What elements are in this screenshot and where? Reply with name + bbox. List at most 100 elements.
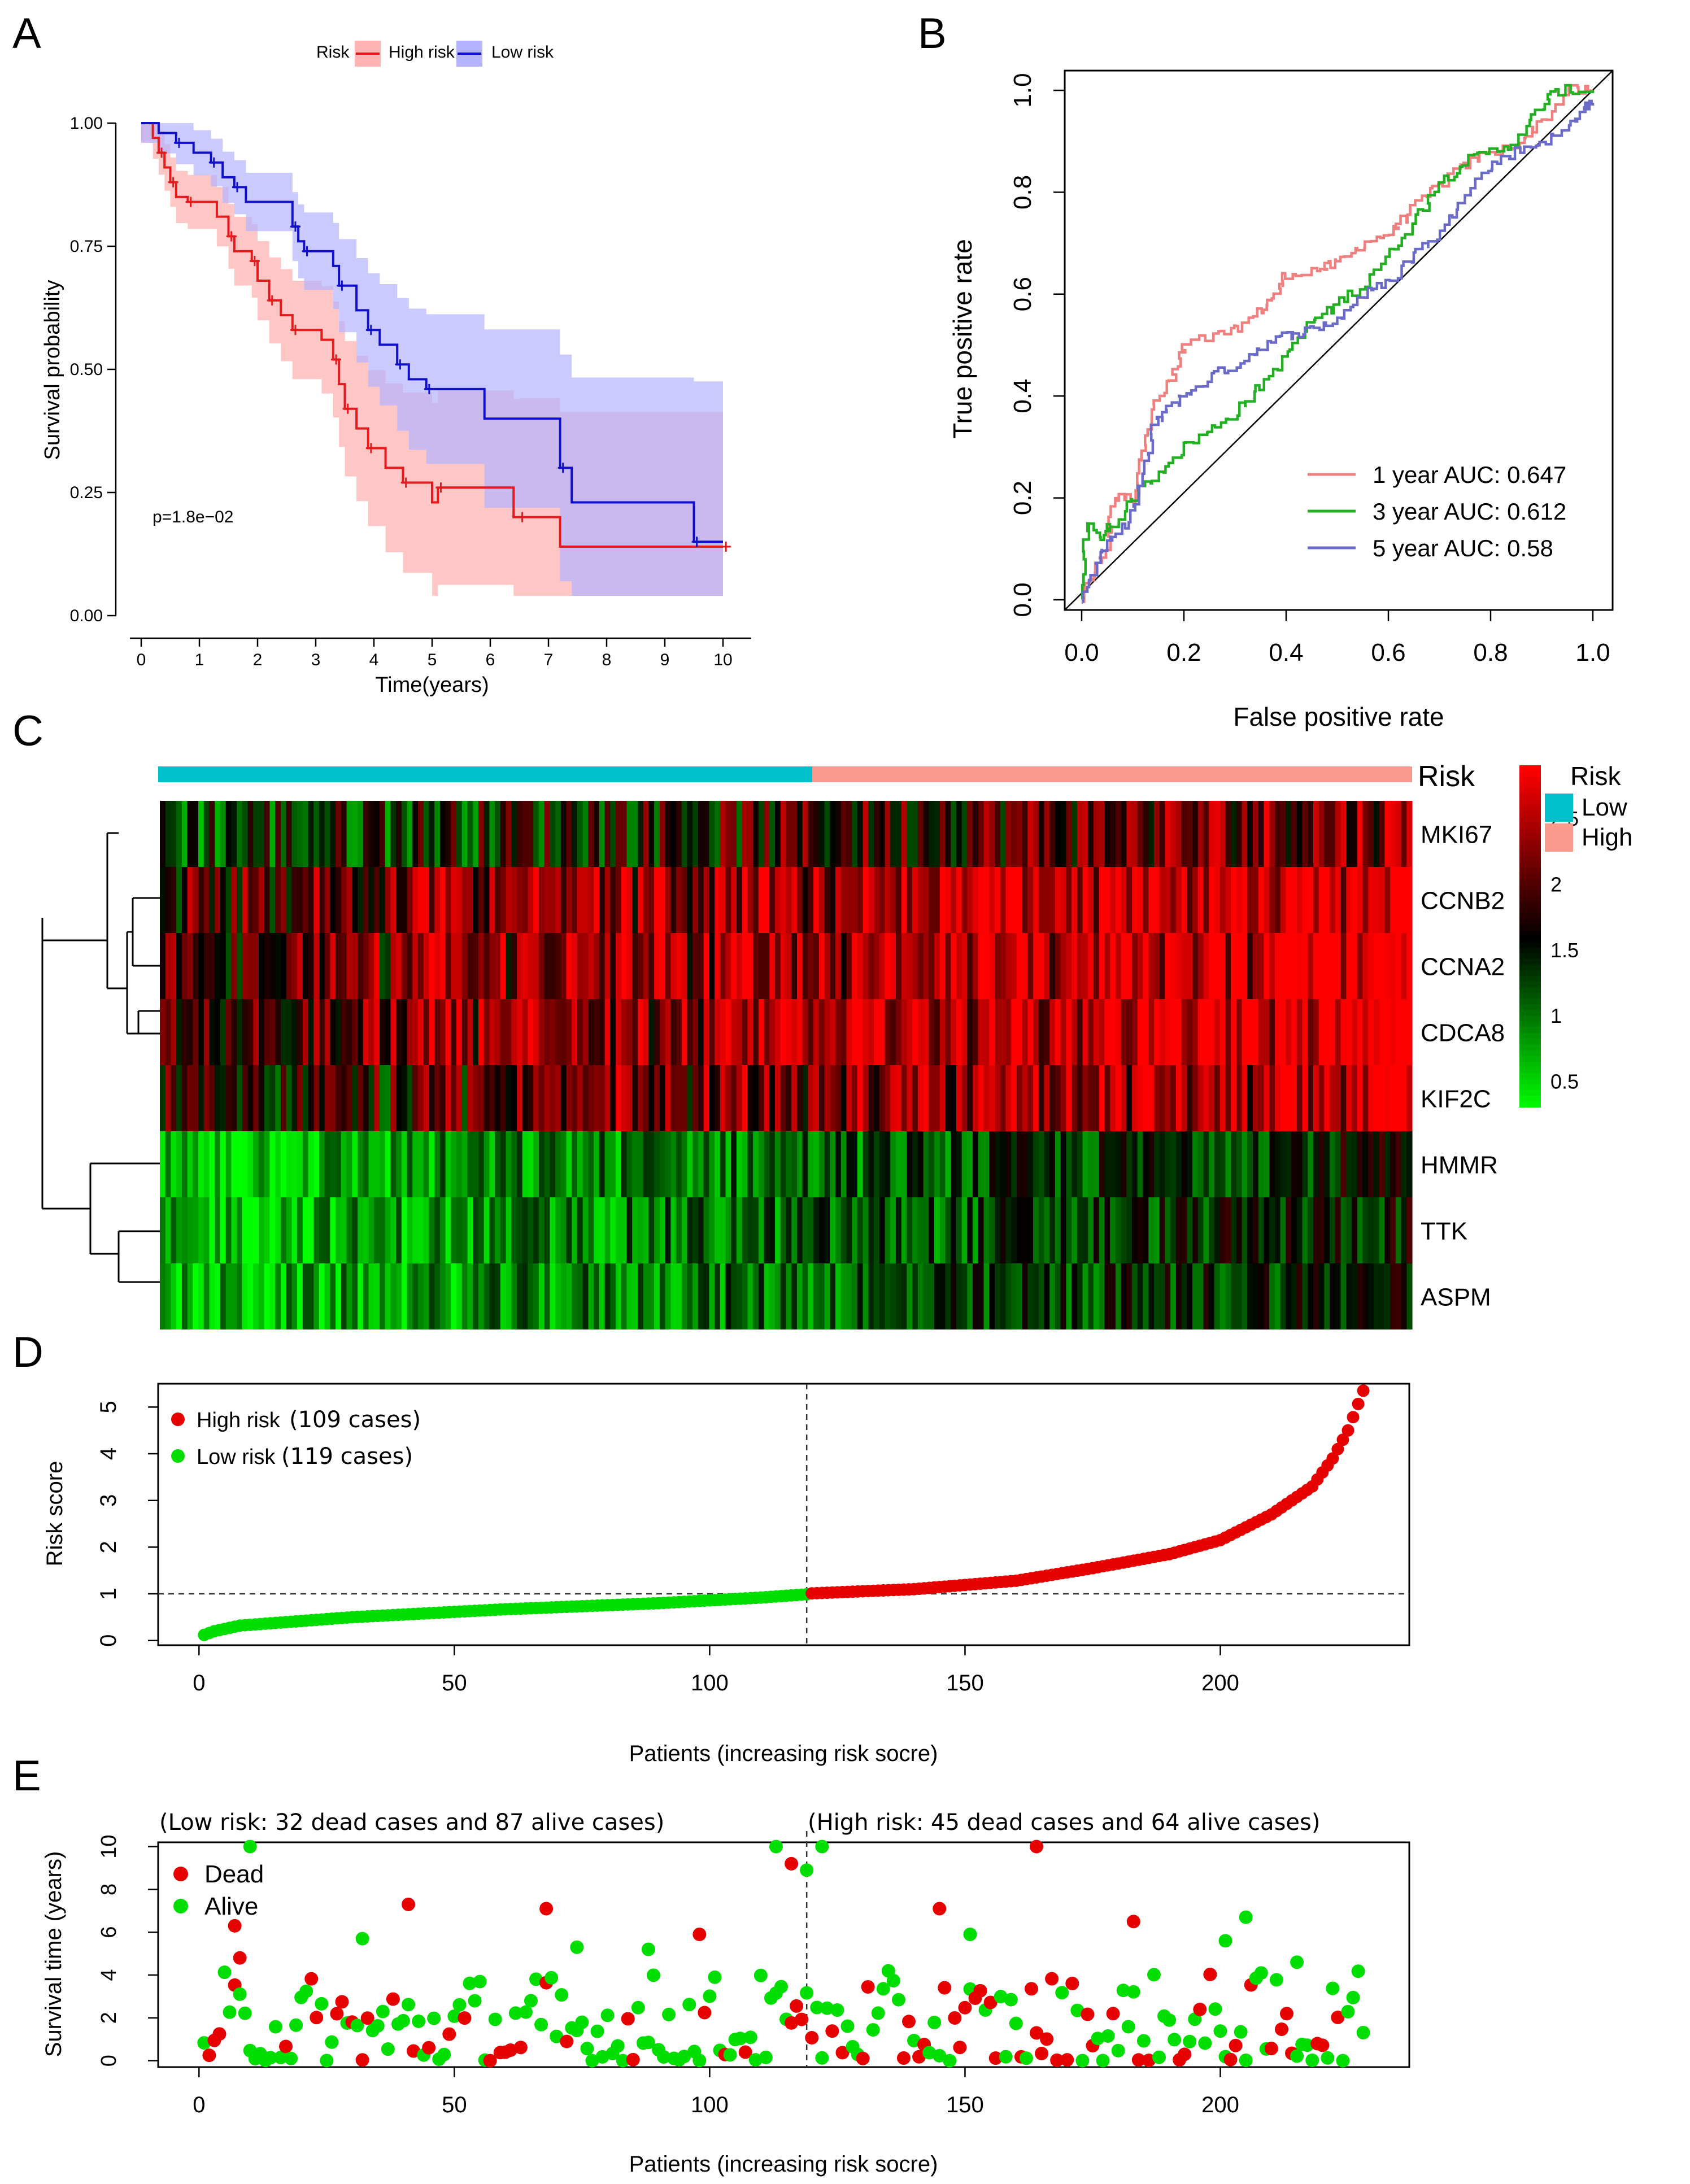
heatmap-cell: [692, 1263, 699, 1329]
heatmap-cell: [1406, 801, 1413, 867]
heatmap-cell: [796, 1065, 803, 1131]
heatmap-cell: [786, 1197, 792, 1263]
heatmap-cell: [445, 999, 451, 1065]
heatmap-cell: [324, 867, 331, 933]
heatmap-cell: [912, 1131, 918, 1197]
km-x-tick-label: 10: [713, 651, 732, 669]
heatmap-cell: [1335, 1065, 1341, 1131]
heatmap-cell: [176, 999, 182, 1065]
risk-point-high: [1347, 1411, 1360, 1424]
heatmap-cell: [890, 999, 896, 1065]
heatmap-cell: [742, 1065, 748, 1131]
heatmap-cell: [1269, 867, 1275, 933]
survival-point-alive: [1147, 1968, 1161, 1982]
heatmap-cell: [264, 1065, 271, 1131]
km-censor-mark: [342, 403, 353, 414]
colorbar-step: [1519, 822, 1541, 829]
heatmap-cell: [1170, 933, 1177, 999]
heatmap-cell: [846, 1197, 852, 1263]
heatmap-cell: [637, 1197, 644, 1263]
heatmap-cell: [1280, 867, 1286, 933]
heatmap-cell: [368, 801, 374, 867]
heatmap-cell: [1170, 1131, 1177, 1197]
heatmap-cell: [588, 1065, 594, 1131]
survival-point-alive: [611, 2039, 625, 2053]
heatmap-cell: [582, 867, 589, 933]
heatmap-cell: [566, 867, 572, 933]
heatmap-cell: [1401, 999, 1407, 1065]
heatmap-cell: [1165, 867, 1171, 933]
heatmap-cell: [1330, 1065, 1336, 1131]
heatmap-cell: [945, 1197, 951, 1263]
survival-legend-alive: Alive: [204, 1893, 258, 1920]
heatmap-cell: [1033, 933, 1039, 999]
survival-point-alive: [891, 1993, 905, 2007]
heatmap-cell: [1066, 1065, 1072, 1131]
heatmap-cell: [358, 1197, 364, 1263]
survival-point-dead: [1264, 2042, 1278, 2056]
km-censor-mark: [435, 482, 446, 493]
survival-point-dead: [790, 1999, 804, 2013]
heatmap-cell: [330, 867, 336, 933]
heatmap-cell: [1384, 999, 1391, 1065]
heatmap-cell: [1280, 801, 1286, 867]
heatmap-cell: [824, 999, 830, 1065]
heatmap-cell: [1401, 1263, 1407, 1329]
roc-x-tick-label: 0.2: [1166, 639, 1201, 666]
heatmap-cell: [500, 1065, 507, 1131]
heatmap-cell: [1231, 1065, 1237, 1131]
survival-point-dead: [938, 1981, 952, 1995]
heatmap-cell: [522, 933, 529, 999]
heatmap-cell: [181, 1263, 188, 1329]
heatmap-cell: [1005, 1263, 1012, 1329]
heatmap-cell: [291, 801, 298, 867]
heatmap-cell: [528, 801, 534, 867]
heatmap-cell: [681, 1065, 688, 1131]
heatmap-cell: [731, 1131, 737, 1197]
heatmap-cell: [176, 1263, 182, 1329]
heatmap-cell: [215, 1131, 221, 1197]
heatmap-cell: [237, 801, 243, 867]
heatmap-cell: [1384, 1197, 1391, 1263]
heatmap-cell: [1379, 1263, 1385, 1329]
heatmap-cell: [1148, 933, 1155, 999]
heatmap-cell: [907, 801, 913, 867]
survival-point-dead: [355, 2053, 369, 2067]
heatmap-cell: [1143, 933, 1149, 999]
heatmap-cell: [1072, 999, 1078, 1065]
heatmap-cell: [253, 999, 259, 1065]
heatmap-cell: [802, 933, 808, 999]
heatmap-cell: [423, 999, 430, 1065]
heatmap-cell: [802, 1197, 808, 1263]
heatmap-cell: [1038, 867, 1045, 933]
heatmap-cell: [1324, 999, 1330, 1065]
colorbar-step: [1519, 1073, 1541, 1079]
heatmap-cell: [1016, 867, 1023, 933]
colorbar-step: [1519, 794, 1541, 800]
heatmap-cell: [1115, 1065, 1122, 1131]
heatmap-cell: [242, 1131, 249, 1197]
heatmap-cell: [555, 1263, 561, 1329]
heatmap-cell: [1033, 1131, 1039, 1197]
heatmap-cell: [1395, 1263, 1402, 1329]
heatmap-cell: [319, 999, 325, 1065]
heatmap-cell: [626, 933, 633, 999]
heatmap-cell: [1197, 1065, 1204, 1131]
survival-point-dead: [1223, 2052, 1238, 2067]
survival-point-alive: [774, 1980, 788, 1994]
heatmap-cell: [1072, 1263, 1078, 1329]
heatmap-cell: [291, 1263, 298, 1329]
heatmap-cell: [1313, 933, 1319, 999]
heatmap-cell: [1296, 867, 1303, 933]
heatmap-cell: [1258, 999, 1265, 1065]
heatmap-cell: [1362, 999, 1369, 1065]
heatmap-cell: [1044, 867, 1050, 933]
heatmap-cell: [1082, 867, 1088, 933]
heatmap-cell: [588, 1197, 594, 1263]
heatmap-cell: [577, 1131, 583, 1197]
heatmap-cell: [1247, 999, 1253, 1065]
heatmap-cell: [917, 1197, 924, 1263]
heatmap-cell: [956, 1197, 962, 1263]
heatmap-cell: [187, 867, 193, 933]
survival-point-dead: [407, 2044, 421, 2058]
